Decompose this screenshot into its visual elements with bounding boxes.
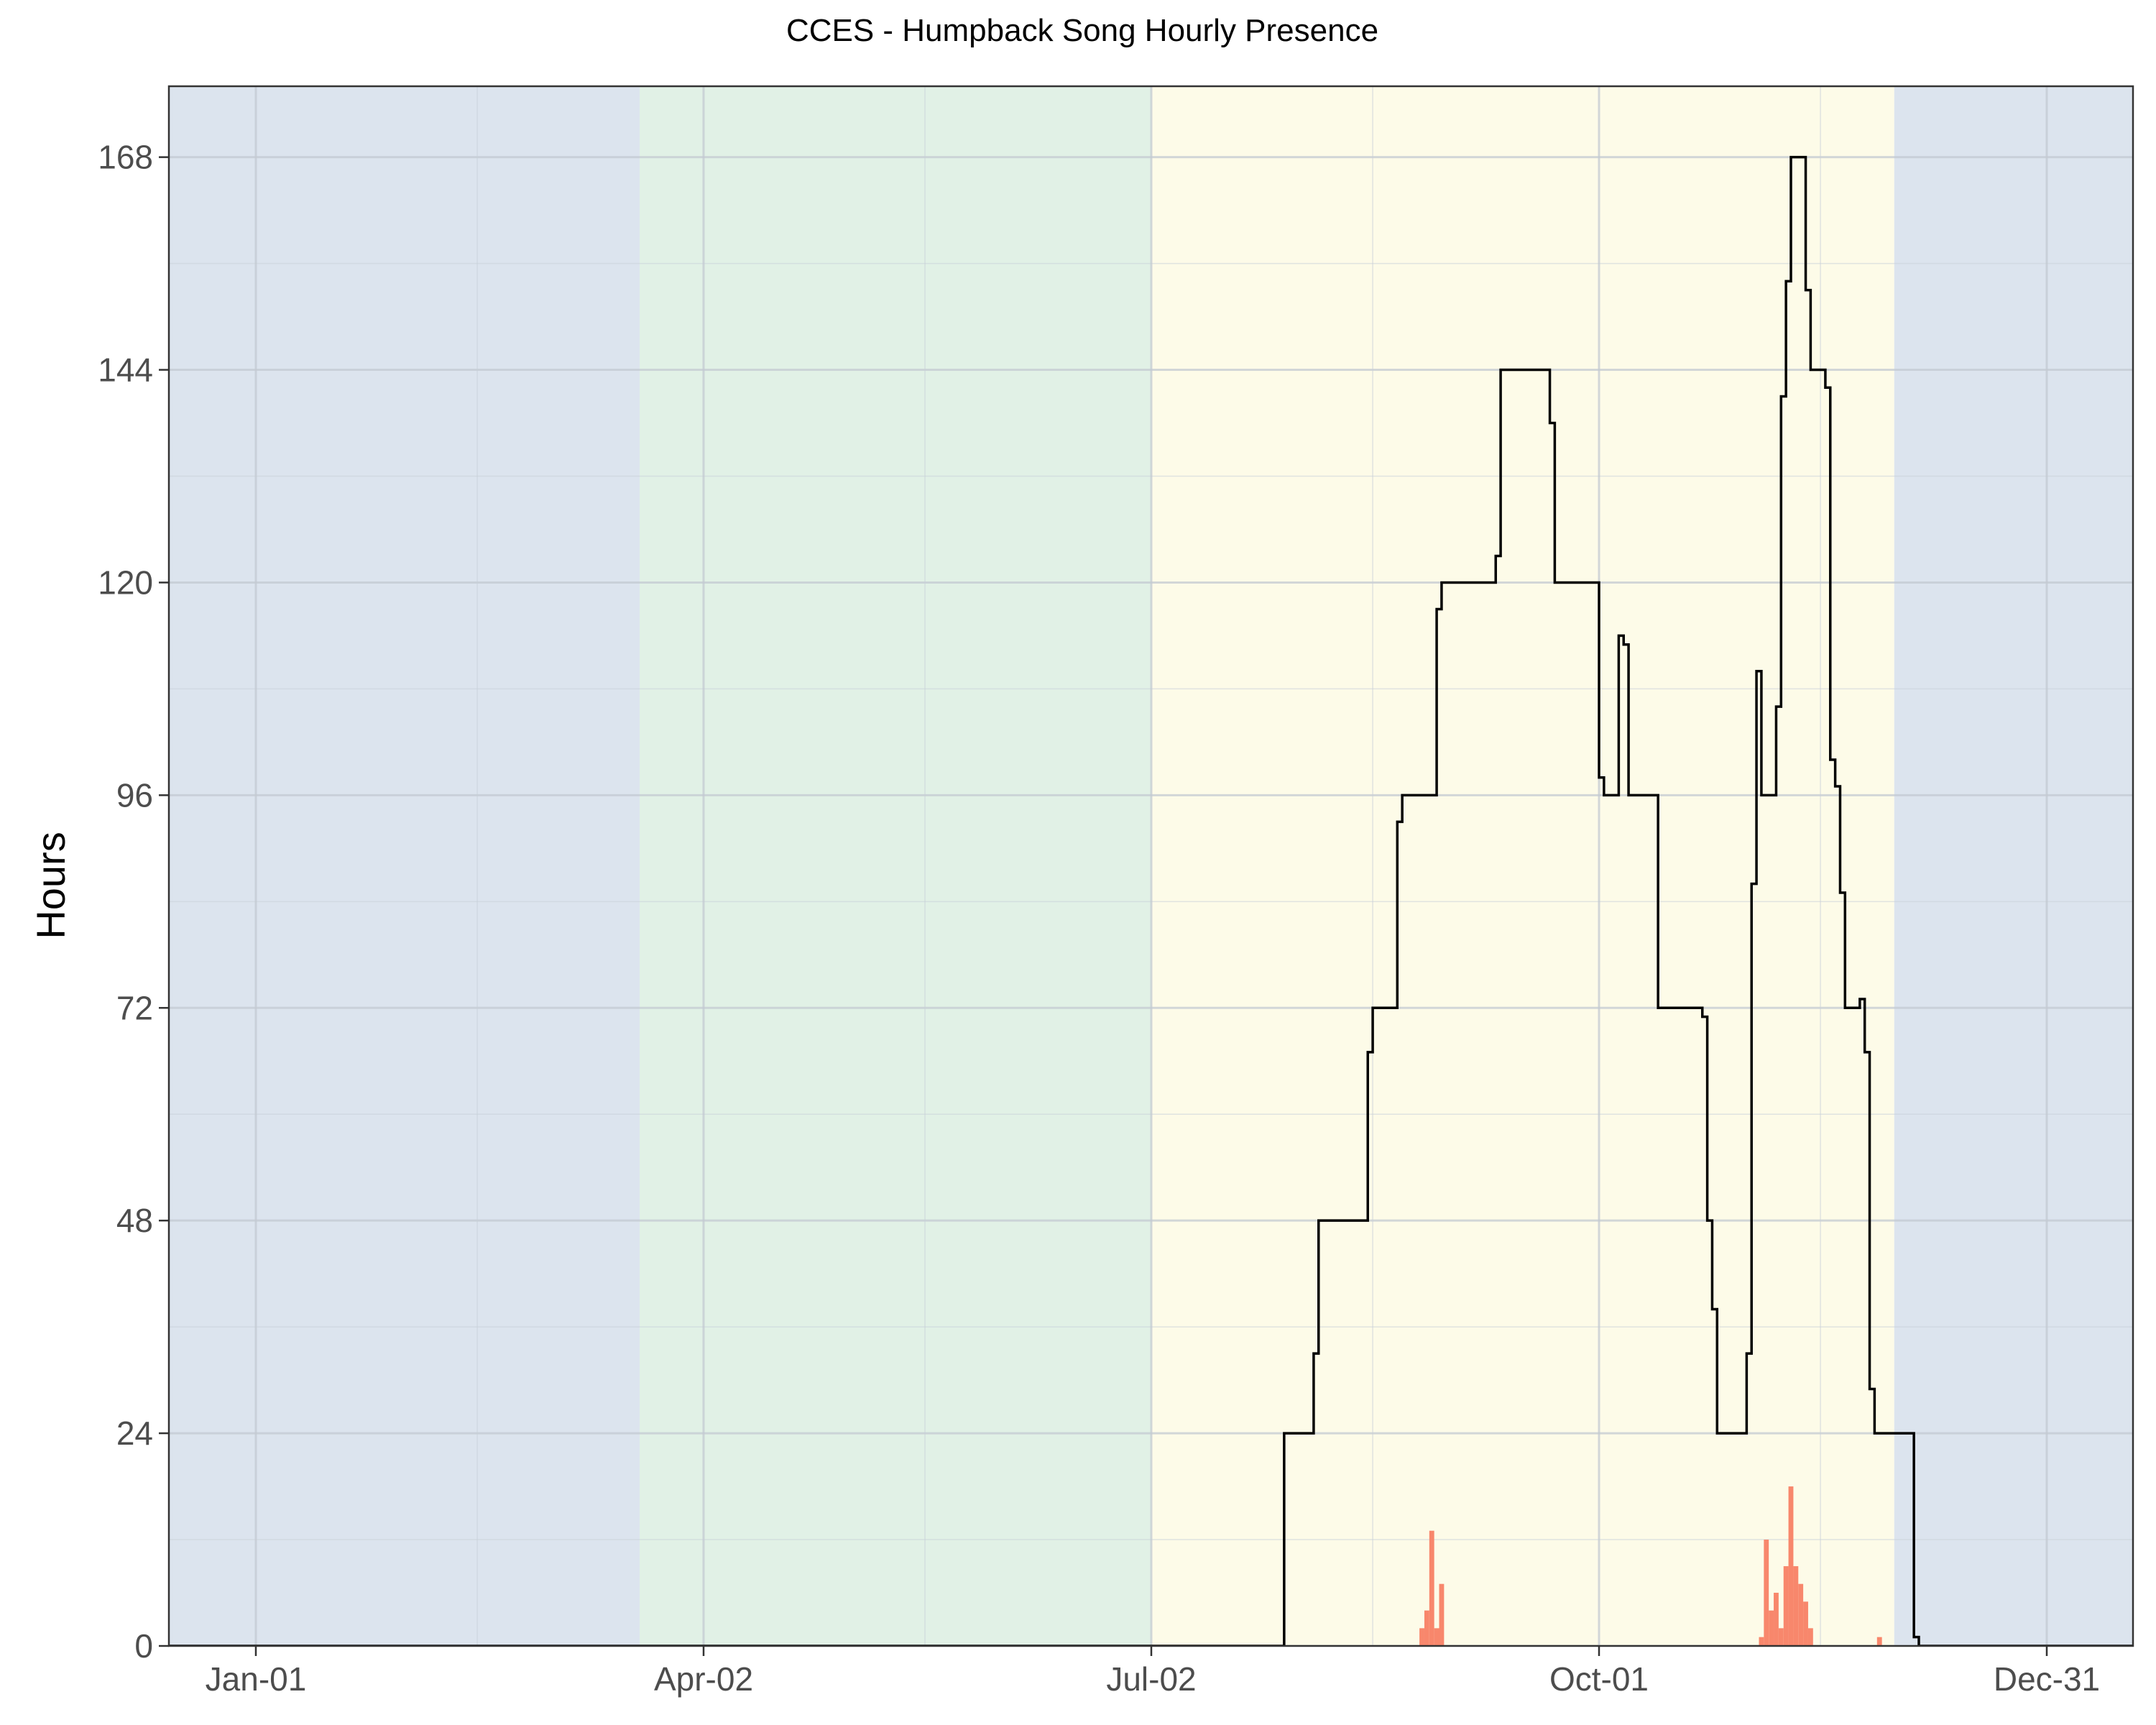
bar-mark [1783,1566,1789,1646]
bar-mark [1769,1610,1774,1646]
bar-series [1419,1486,1882,1646]
season-band-4 [1894,86,2133,1646]
bar-mark [1439,1583,1445,1646]
axes: 0 24 48 72 96 120 144 168 Jan-01 Apr-02 Jul-02 Oct-… [98,85,2134,1698]
bar-mark [1807,1628,1813,1646]
season-band-2 [640,86,1151,1646]
plot-area [169,86,2133,1646]
x-tick-label: Jul-02 [1106,1660,1196,1698]
season-backgrounds [169,86,2133,1646]
y-tick-label: 96 [116,776,153,814]
y-tick-label: 24 [116,1414,153,1452]
bar-mark [1429,1530,1434,1646]
x-tick-label: Apr-02 [654,1660,753,1698]
bar-mark [1764,1540,1769,1646]
y-tick-label: 0 [134,1627,153,1665]
bar-mark [1434,1628,1439,1646]
y-tick-label: 120 [98,564,153,601]
chart-title: CCES - Humpback Song Hourly Presence [786,13,1378,48]
bar-mark [1793,1566,1799,1646]
bar-mark [1774,1593,1779,1646]
x-tick-label: Dec-31 [1994,1660,2100,1698]
y-tick-label: 48 [116,1202,153,1239]
y-axis-label: Hours [28,832,73,939]
season-band-3 [1151,86,1894,1646]
x-tick-label: Jan-01 [206,1660,307,1698]
bar-mark [1419,1628,1424,1646]
bar-mark [1759,1637,1764,1646]
season-band-1 [169,86,640,1646]
bar-mark [1803,1601,1808,1646]
bar-mark [1778,1628,1784,1646]
step-series [169,155,2133,1646]
bar-mark [1876,1637,1882,1646]
bar-mark [1798,1583,1804,1646]
y-tick-label: 144 [98,351,153,389]
bar-mark [1424,1610,1429,1646]
bar-mark [1788,1486,1794,1646]
x-tick-label: Oct-01 [1549,1660,1649,1698]
y-tick-label: 168 [98,139,153,176]
grid-lines [169,86,2133,1646]
y-tick-label: 72 [116,989,153,1026]
